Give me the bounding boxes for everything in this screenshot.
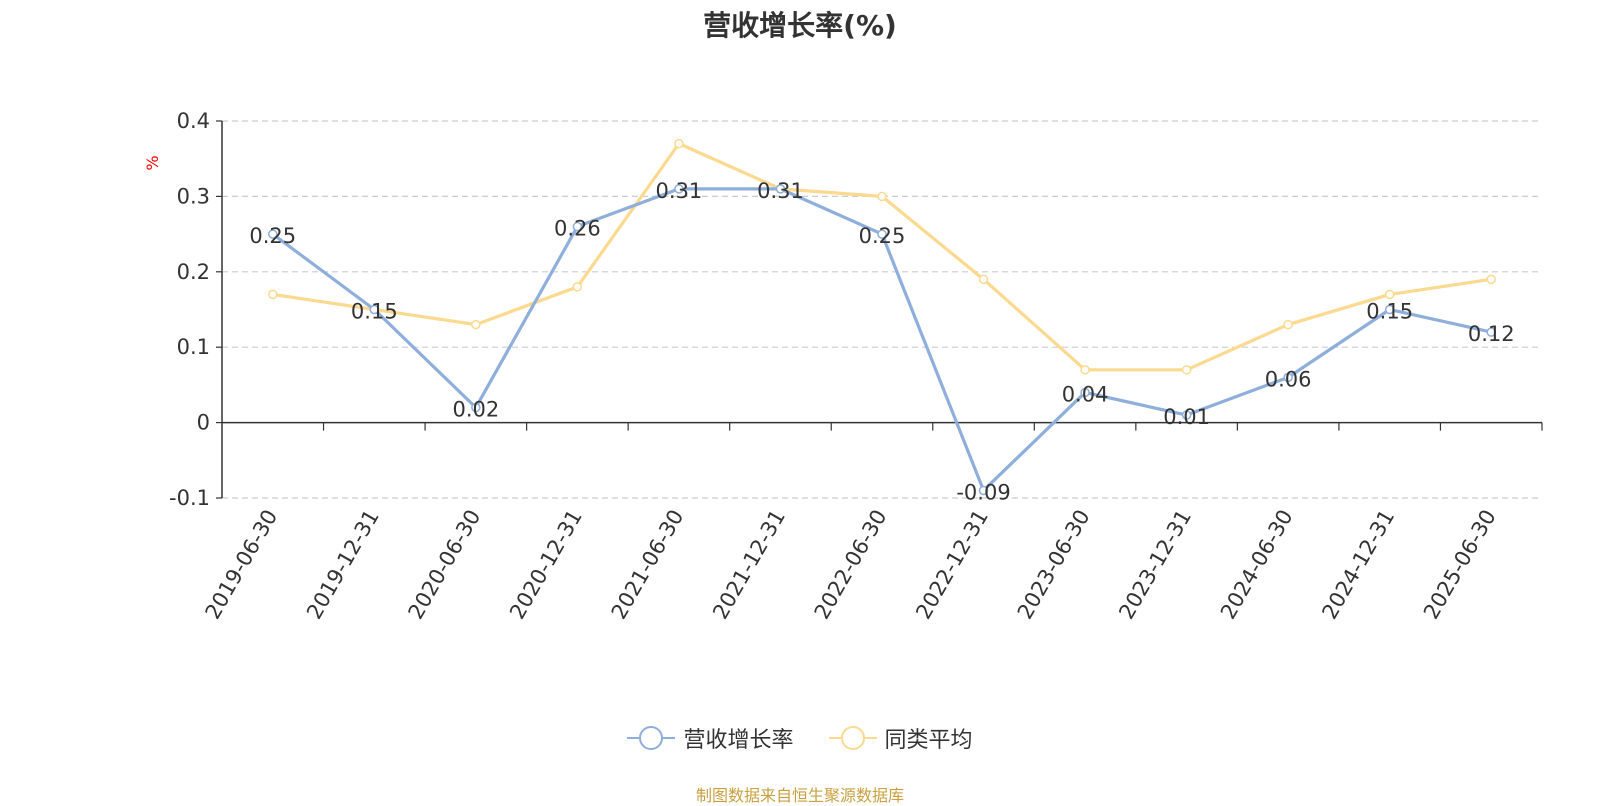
data-label: 0.25 bbox=[249, 224, 296, 248]
series-1-point bbox=[268, 229, 278, 239]
legend-label-series-2: 同类平均 bbox=[884, 728, 973, 753]
series-1-point bbox=[775, 184, 786, 194]
y-tick-label: 0.3 bbox=[177, 184, 210, 208]
series-1-point bbox=[1181, 410, 1192, 420]
data-label: 0.31 bbox=[757, 179, 804, 203]
data-label: -0.09 bbox=[956, 480, 1010, 504]
x-tick-label: 2024-12-31 bbox=[1317, 506, 1399, 624]
series-2-point bbox=[674, 138, 684, 149]
series-1-point bbox=[369, 304, 380, 315]
legend-item-series-2[interactable]: 同类平均 bbox=[828, 722, 973, 754]
x-tick-label: 2022-06-30 bbox=[810, 506, 892, 624]
series-1-point bbox=[877, 229, 887, 239]
x-tick-label: 2021-06-30 bbox=[607, 506, 689, 624]
data-label: 0.01 bbox=[1163, 405, 1210, 429]
series-2-point bbox=[471, 319, 481, 330]
x-tick-label: 2023-12-31 bbox=[1114, 506, 1196, 624]
data-label: 0.26 bbox=[554, 217, 601, 241]
x-tick-label: 2020-06-30 bbox=[404, 506, 486, 624]
data-label: 0.12 bbox=[1468, 322, 1515, 346]
legend-item-series-1[interactable]: 营收增长率 bbox=[627, 722, 794, 754]
series-2-point bbox=[1486, 274, 1496, 285]
data-label: 0.15 bbox=[1366, 300, 1413, 324]
data-label: 0.04 bbox=[1062, 382, 1109, 406]
x-tick-label: 2021-12-31 bbox=[708, 506, 790, 624]
series-lines bbox=[268, 138, 1496, 496]
data-label: 0.06 bbox=[1265, 367, 1312, 391]
series-1-point bbox=[1384, 304, 1395, 315]
series-1-point bbox=[978, 485, 989, 496]
x-tick-label: 2019-06-30 bbox=[200, 506, 282, 624]
x-tick-label: 2022-12-31 bbox=[911, 506, 993, 624]
series-1-point bbox=[572, 221, 583, 232]
data-label: 0.15 bbox=[351, 300, 398, 324]
series-2-point bbox=[1181, 365, 1192, 375]
series-1-point bbox=[471, 402, 481, 413]
legend: 营收增长率 同类平均 bbox=[0, 722, 1600, 757]
y-axis-unit: % bbox=[143, 155, 162, 170]
series-2-point bbox=[1283, 319, 1293, 330]
data-labels: 0.25 0.15 0.02 0.26 0.31 0.31 0.25 -0.09 0.04 0.0… bbox=[249, 179, 1514, 505]
series-2-point bbox=[1080, 365, 1090, 375]
y-tick-label: 0.4 bbox=[177, 109, 210, 133]
legend-label-series-1: 营收增长率 bbox=[683, 728, 794, 753]
series-1-point bbox=[1486, 327, 1496, 337]
series-2-point bbox=[978, 274, 989, 285]
x-tick-label: 2019-12-31 bbox=[302, 506, 384, 624]
series-2-point bbox=[572, 282, 583, 292]
series-1-point bbox=[1283, 372, 1293, 383]
x-tick-label: 2023-06-30 bbox=[1013, 506, 1095, 624]
series-line-2 bbox=[272, 142, 1492, 372]
series-2-point bbox=[1384, 289, 1395, 300]
x-tick-label: 2020-12-31 bbox=[505, 506, 587, 624]
legend-marker-series-2-icon bbox=[828, 725, 877, 751]
data-label: 0.25 bbox=[859, 224, 906, 248]
chart-title: 营收增长率(%) bbox=[703, 9, 897, 42]
y-tick-label: 0 bbox=[197, 411, 210, 435]
source-note: 制图数据来自恒生聚源数据库 bbox=[695, 786, 904, 805]
y-tick-label: 0.1 bbox=[177, 335, 210, 359]
x-tick-label: 2025-06-30 bbox=[1419, 506, 1501, 624]
data-label: 0.02 bbox=[452, 398, 499, 422]
series-1-point bbox=[1080, 387, 1090, 398]
x-tick-label: 2024-06-30 bbox=[1216, 506, 1298, 624]
series-1-point bbox=[674, 184, 684, 194]
data-label: 0.31 bbox=[656, 179, 703, 203]
legend-marker-series-1-icon bbox=[627, 725, 676, 751]
y-tick-label: -0.1 bbox=[169, 486, 210, 510]
series-2-point bbox=[877, 191, 887, 202]
y-tick-label: 0.2 bbox=[177, 260, 210, 284]
series-2-point bbox=[268, 289, 278, 300]
